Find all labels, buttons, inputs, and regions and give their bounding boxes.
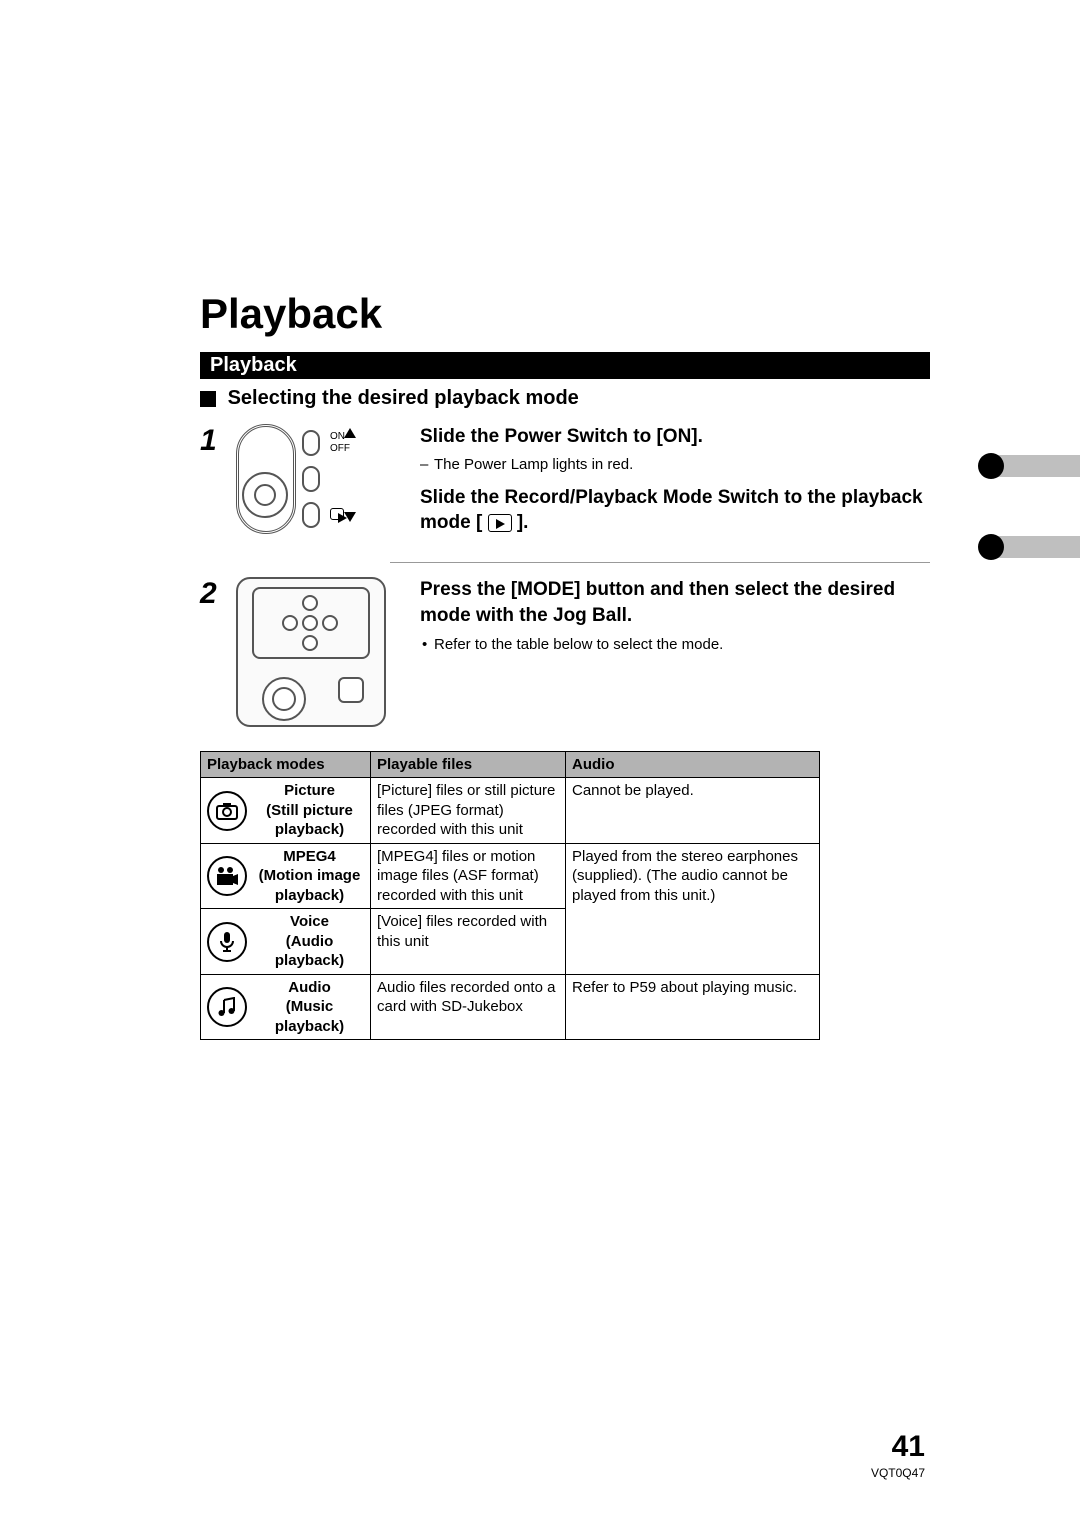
microphone-icon	[207, 922, 247, 962]
tab-dot-icon	[978, 453, 1004, 479]
playback-mode-icon	[330, 508, 344, 520]
step-1: 1 ON OFF Slide the Power Switch to [ON].…	[200, 424, 930, 540]
section-header-bar: Playback	[200, 352, 930, 379]
col-header-files: Playable files	[371, 751, 566, 778]
manual-page: Playback Playback Selecting the desired …	[0, 0, 1080, 1526]
music-note-icon	[207, 987, 247, 1027]
edge-tab-marker	[990, 536, 1080, 558]
mode-title: Voice	[290, 913, 329, 930]
step-number: 2	[200, 577, 222, 609]
mode-title: Audio	[288, 979, 331, 996]
step1-note: The Power Lamp lights in red.	[420, 454, 930, 475]
step-2-body: Press the [MODE] button and then select …	[420, 577, 930, 655]
step-2: 2 Press the [MODE] button and then selec…	[200, 577, 930, 727]
tab-dot-icon	[978, 534, 1004, 560]
mode-cell: Voice (Audio playback)	[201, 909, 371, 975]
mode-sub: (Still picture playback)	[266, 802, 353, 839]
switch-on-label: ON	[330, 432, 345, 442]
device-illustration	[236, 577, 386, 727]
power-switch-illustration: ON OFF	[236, 424, 386, 534]
mode-sub: (Motion image playback)	[259, 867, 361, 904]
movie-icon	[207, 856, 247, 896]
step-divider	[390, 562, 930, 563]
files-cell: [Picture] files or still picture files (…	[371, 778, 566, 844]
main-title: Playback	[200, 290, 930, 338]
mode-cell: Picture (Still picture playback)	[201, 778, 371, 844]
table-row: Audio (Music playback) Audio files recor…	[201, 974, 820, 1040]
mode-cell: Audio (Music playback)	[201, 974, 371, 1040]
step-1-figure: ON OFF	[236, 424, 406, 534]
audio-cell: Refer to P59 about playing music.	[566, 974, 820, 1040]
files-cell: [Voice] files recorded with this unit	[371, 909, 566, 975]
table-row: MPEG4 (Motion image playback) [MPEG4] fi…	[201, 843, 820, 909]
mode-sub: (Music playback)	[275, 998, 344, 1035]
subheading-text: Selecting the desired playback mode	[228, 387, 579, 409]
step1-heading2-post: ].	[517, 512, 529, 533]
step2-heading: Press the [MODE] button and then select …	[420, 577, 930, 628]
table-row: Picture (Still picture playback) [Pictur…	[201, 778, 820, 844]
square-bullet-icon	[200, 391, 216, 407]
audio-cell: Played from the stereo earphones (suppli…	[566, 843, 820, 974]
step-1-body: Slide the Power Switch to [ON]. The Powe…	[420, 424, 930, 540]
playback-modes-table: Playback modes Playable files Audio Pict…	[200, 751, 820, 1041]
audio-cell: Cannot be played.	[566, 778, 820, 844]
step1-heading2: Slide the Record/Playback Mode Switch to…	[420, 485, 930, 536]
col-header-audio: Audio	[566, 751, 820, 778]
step-number: 1	[200, 424, 222, 456]
switch-off-label: OFF	[330, 444, 350, 454]
camera-icon	[207, 791, 247, 831]
subheading: Selecting the desired playback mode	[200, 387, 930, 410]
edge-tab-marker	[990, 455, 1080, 477]
page-number: 41	[892, 1430, 925, 1464]
mode-cell: MPEG4 (Motion image playback)	[201, 843, 371, 909]
files-cell: [MPEG4] files or motion image files (ASF…	[371, 843, 566, 909]
step2-bullet: Refer to the table below to select the m…	[420, 634, 930, 655]
files-cell: Audio files recorded onto a card with SD…	[371, 974, 566, 1040]
mode-title: Picture	[284, 782, 335, 799]
mode-title: MPEG4	[283, 848, 336, 865]
step1-heading1: Slide the Power Switch to [ON].	[420, 424, 930, 450]
col-header-modes: Playback modes	[201, 751, 371, 778]
mode-sub: (Audio playback)	[275, 933, 344, 970]
step-2-figure	[236, 577, 406, 727]
playback-mode-icon	[488, 514, 512, 532]
document-code: VQT0Q47	[871, 1466, 925, 1480]
arrow-up-icon	[344, 428, 356, 438]
